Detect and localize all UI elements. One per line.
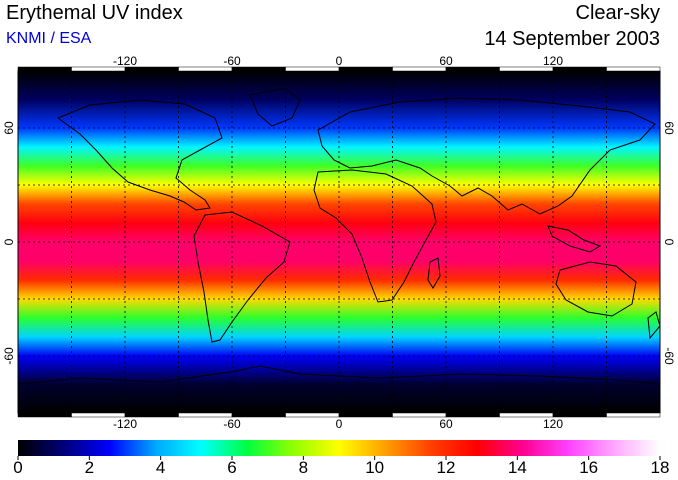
lat-tick-label-left: 0: [2, 238, 16, 245]
graticule: [18, 71, 660, 413]
frame-bar-segment: [17, 412, 72, 418]
colorbar-tick-label: 16: [579, 458, 599, 477]
frame-bar-segment: [445, 412, 500, 418]
lon-tick-label-bottom: -120: [113, 417, 137, 431]
lon-tick-label-top: 120: [543, 54, 563, 68]
lon-tick-label-bottom: -60: [223, 417, 241, 431]
colorbar-tick-label: 6: [227, 458, 237, 477]
colorbar-tick-label: 2: [84, 458, 95, 477]
lon-tick-label-bottom: 120: [543, 417, 563, 431]
map-title: Erythemal UV index: [6, 2, 183, 24]
lat-tick-label-right: 60: [662, 121, 676, 135]
lon-tick-label-top: -60: [223, 54, 241, 68]
colorbar: [18, 440, 660, 456]
frame-bar-segment: [392, 412, 447, 418]
lat-tick-label-right: 0: [662, 239, 676, 246]
frame-bar-segment: [392, 66, 447, 72]
colorbar-tick-label: 10: [365, 458, 385, 477]
lat-tick-label-left: 60: [2, 121, 16, 135]
colorbar-ticks: [17, 456, 661, 460]
colorbar-tick-label: 0: [13, 458, 23, 477]
colorbar-tick-label: 4: [155, 458, 166, 477]
coastline-north-america: [56, 99, 223, 211]
colorbar-tick-label: 18: [650, 458, 670, 477]
lon-tick-label-top: -120: [113, 54, 137, 68]
colorbar-tick-label: 8: [298, 458, 309, 477]
lon-tick-label-bottom: 0: [336, 417, 343, 431]
lon-tick-label-bottom: 60: [439, 417, 453, 431]
frame-bar-segment: [285, 412, 340, 418]
coastline-madagascar: [427, 257, 441, 289]
frame-bar-segment: [445, 66, 500, 72]
frame-bar-segment: [17, 66, 72, 72]
frame-bar-segment: [606, 66, 661, 72]
map-date: 14 September 2003: [484, 28, 660, 50]
frame-bar-segment: [338, 66, 393, 72]
coastline-new-zealand: [647, 311, 660, 340]
sky-condition: Clear-sky: [575, 2, 660, 24]
coastline-indonesia: [547, 225, 602, 253]
tick-labels: -120 -120 -60 -60 0 0 60 60 120 120 60 60 0 0 -60 -60: [2, 54, 676, 431]
frame-bar-segment: [285, 66, 340, 72]
credit-label: KNMI / ESA: [6, 30, 92, 47]
colorbar-tick-label: 12: [436, 458, 456, 477]
lat-tick-label-left: -60: [2, 347, 16, 365]
frame-bar-segment: [606, 412, 661, 418]
lon-tick-label-top: 60: [439, 54, 453, 68]
colorbar-tick-label: 14: [507, 458, 527, 477]
frame-bar-segment: [338, 412, 393, 418]
coastlines: [18, 87, 660, 385]
coastline-eurasia: [317, 97, 656, 215]
coastline-australia: [555, 261, 637, 317]
coastline-greenland: [249, 87, 301, 127]
lat-tick-label-right: -60: [662, 347, 676, 365]
lon-tick-label-top: 0: [336, 54, 343, 68]
coastline-antarctica: [18, 365, 660, 385]
frame-bars: [17, 66, 661, 418]
coastline-africa: [313, 169, 437, 303]
